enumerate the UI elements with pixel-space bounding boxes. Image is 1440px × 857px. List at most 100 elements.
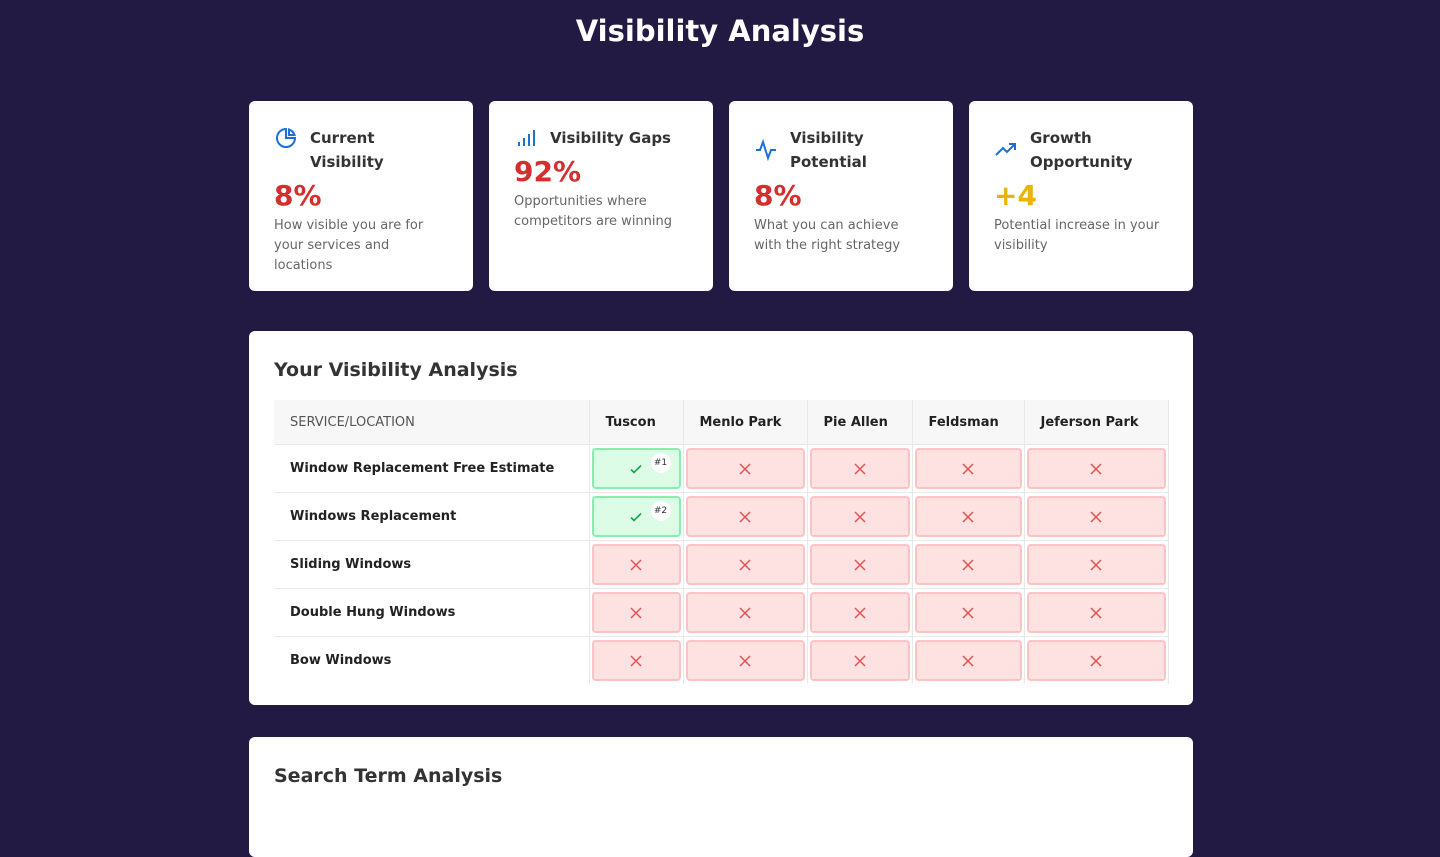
table-row: Bow Windows (274, 636, 1169, 684)
card-value: 8% (274, 179, 322, 212)
cross-icon (962, 462, 974, 475)
cross-icon (739, 558, 751, 571)
stat-card: Growth Opportunity +4 Potential increase… (969, 101, 1193, 291)
cross-icon (962, 558, 974, 571)
rank-badge: #2 (650, 501, 671, 521)
missing-cell (914, 592, 1022, 633)
header-row: SERVICE/LOCATION Tuscon Menlo Park Pie Alle… (274, 400, 1169, 445)
column-header: SERVICE/LOCATION (274, 400, 590, 445)
missing-cell (1026, 496, 1166, 537)
stat-card: Current Visibility 8% How visible you ar… (249, 101, 473, 291)
table-row: Windows Replacement #2 (274, 492, 1169, 541)
location-cell (1024, 492, 1169, 541)
missing-cell (914, 640, 1022, 681)
location-cell (683, 444, 808, 493)
cross-icon (853, 558, 866, 571)
location-cell (912, 492, 1025, 541)
cross-icon (1090, 654, 1102, 667)
cross-icon (739, 462, 751, 475)
cross-icon (630, 654, 642, 667)
cross-icon (739, 654, 751, 667)
cross-icon (1090, 510, 1102, 523)
cross-icon (630, 558, 642, 571)
panel-title: Search Term Analysis (274, 765, 503, 787)
missing-cell (1026, 448, 1166, 489)
location-cell (807, 444, 913, 493)
location-cell (683, 636, 808, 684)
rank-badge: #1 (650, 453, 671, 473)
card-description: How visible you are for your services an… (274, 218, 424, 273)
table-row: Sliding Windows (274, 540, 1169, 589)
stat-card: Visibility Potential 8% What you can ach… (729, 101, 953, 291)
cross-icon (853, 654, 866, 667)
service-name: Double Hung Windows (274, 588, 590, 637)
table-row: Window Replacement Free Estimate #1 (274, 444, 1169, 493)
location-cell (683, 492, 808, 541)
location-cell (683, 540, 808, 589)
location-cell (807, 540, 913, 589)
location-cell (683, 588, 808, 637)
page-title: Visibility Analysis (575, 14, 865, 48)
cross-icon (962, 654, 974, 667)
column-header: Feldsman (912, 400, 1025, 445)
location-cell (807, 588, 913, 637)
service-name: Sliding Windows (274, 540, 590, 589)
cross-icon (853, 510, 866, 523)
visibility-table: SERVICE/LOCATION Tuscon Menlo Park Pie Alle… (274, 400, 1169, 684)
missing-cell (685, 448, 805, 489)
visible-cell: #1 (591, 448, 681, 489)
location-cell (1024, 540, 1169, 589)
missing-cell (809, 640, 910, 681)
missing-cell (591, 544, 681, 585)
cross-icon (739, 510, 751, 523)
cross-icon (1090, 462, 1102, 475)
location-cell (1024, 636, 1169, 684)
visible-cell: #2 (591, 496, 681, 537)
location-cell (912, 588, 1025, 637)
location-cell (589, 588, 684, 637)
missing-cell (591, 640, 681, 681)
cross-icon (630, 606, 642, 619)
search-panel: Search Term Analysis (249, 737, 1193, 857)
missing-cell (685, 496, 805, 537)
check-icon (630, 512, 642, 522)
card-title: Current Visibility (310, 129, 384, 171)
location-cell (912, 636, 1025, 684)
location-cell (912, 540, 1025, 589)
column-header: Menlo Park (683, 400, 808, 445)
column-header: Pie Allen (807, 400, 913, 445)
cross-icon (962, 606, 974, 619)
cross-icon (1090, 606, 1102, 619)
location-cell (807, 636, 913, 684)
missing-cell (1026, 592, 1166, 633)
missing-cell (809, 592, 910, 633)
service-name: Windows Replacement (274, 492, 590, 541)
cross-icon (962, 510, 974, 523)
cross-icon (853, 462, 866, 475)
table-row: Double Hung Windows (274, 588, 1169, 637)
missing-cell (809, 496, 910, 537)
location-cell: #2 (589, 492, 684, 541)
cross-icon (853, 606, 866, 619)
cross-icon (1090, 558, 1102, 571)
card-description: Potential increase in your visibility (994, 218, 1160, 253)
location-cell (589, 636, 684, 684)
missing-cell (809, 448, 910, 489)
service-name: Bow Windows (274, 636, 590, 684)
location-cell (912, 444, 1025, 493)
card-value: +4 (994, 179, 1037, 212)
analysis-panel: Your Visibility Analysis SERVICE/LOCATIO… (249, 331, 1193, 705)
location-cell (807, 492, 913, 541)
card-title: Growth Opportunity (1030, 129, 1133, 171)
card-title: Visibility Potential (790, 129, 867, 171)
location-cell (589, 540, 684, 589)
card-description: What you can achieve with the right stra… (754, 218, 901, 253)
service-name: Window Replacement Free Estimate (274, 444, 590, 493)
location-cell: #1 (589, 444, 684, 493)
missing-cell (1026, 544, 1166, 585)
icon (756, 138, 776, 162)
card-value: 8% (754, 179, 802, 212)
stat-card: Visibility Gaps 92% Opportunities where … (489, 101, 713, 291)
missing-cell (809, 544, 910, 585)
missing-cell (685, 640, 805, 681)
